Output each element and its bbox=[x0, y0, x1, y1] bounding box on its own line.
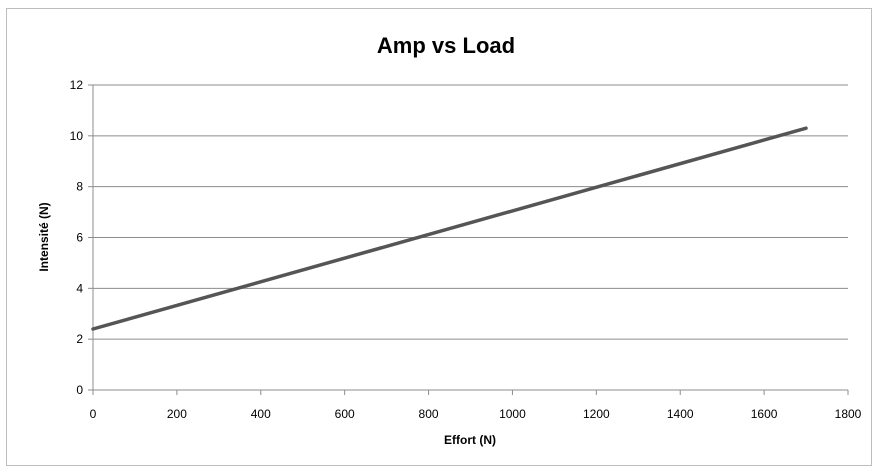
x-tick-label: 0 bbox=[90, 407, 97, 421]
y-tick-label: 10 bbox=[70, 129, 84, 143]
y-tick-label: 8 bbox=[76, 180, 83, 194]
x-tick-labels: 0 200 400 600 800 1000 1200 1400 1600 1800 bbox=[90, 407, 862, 421]
x-tick-label: 1800 bbox=[835, 407, 862, 421]
x-tick-label: 1400 bbox=[667, 407, 694, 421]
x-tick-label: 1600 bbox=[751, 407, 778, 421]
x-tick-label: 1000 bbox=[499, 407, 526, 421]
y-tick-labels: 0 2 4 6 8 10 12 bbox=[70, 78, 84, 397]
x-tick-label: 800 bbox=[419, 407, 439, 421]
y-tick-label: 6 bbox=[76, 231, 83, 245]
gridlines bbox=[93, 84, 848, 340]
chart-title: Amp vs Load bbox=[377, 33, 515, 58]
x-tick-label: 200 bbox=[167, 407, 187, 421]
axes bbox=[88, 84, 849, 395]
y-tick-label: 2 bbox=[76, 332, 83, 346]
x-tick-label: 400 bbox=[251, 407, 271, 421]
x-axis-label: Effort (N) bbox=[444, 433, 496, 447]
y-axis-label: Intensité (N) bbox=[37, 202, 51, 271]
x-tick-label: 600 bbox=[335, 407, 355, 421]
series-line bbox=[91, 126, 808, 331]
series-group bbox=[91, 126, 808, 331]
x-tick-label: 1200 bbox=[583, 407, 610, 421]
y-tick-label: 4 bbox=[76, 281, 83, 295]
y-tick-label: 0 bbox=[76, 383, 83, 397]
y-tick-label: 12 bbox=[70, 78, 84, 92]
